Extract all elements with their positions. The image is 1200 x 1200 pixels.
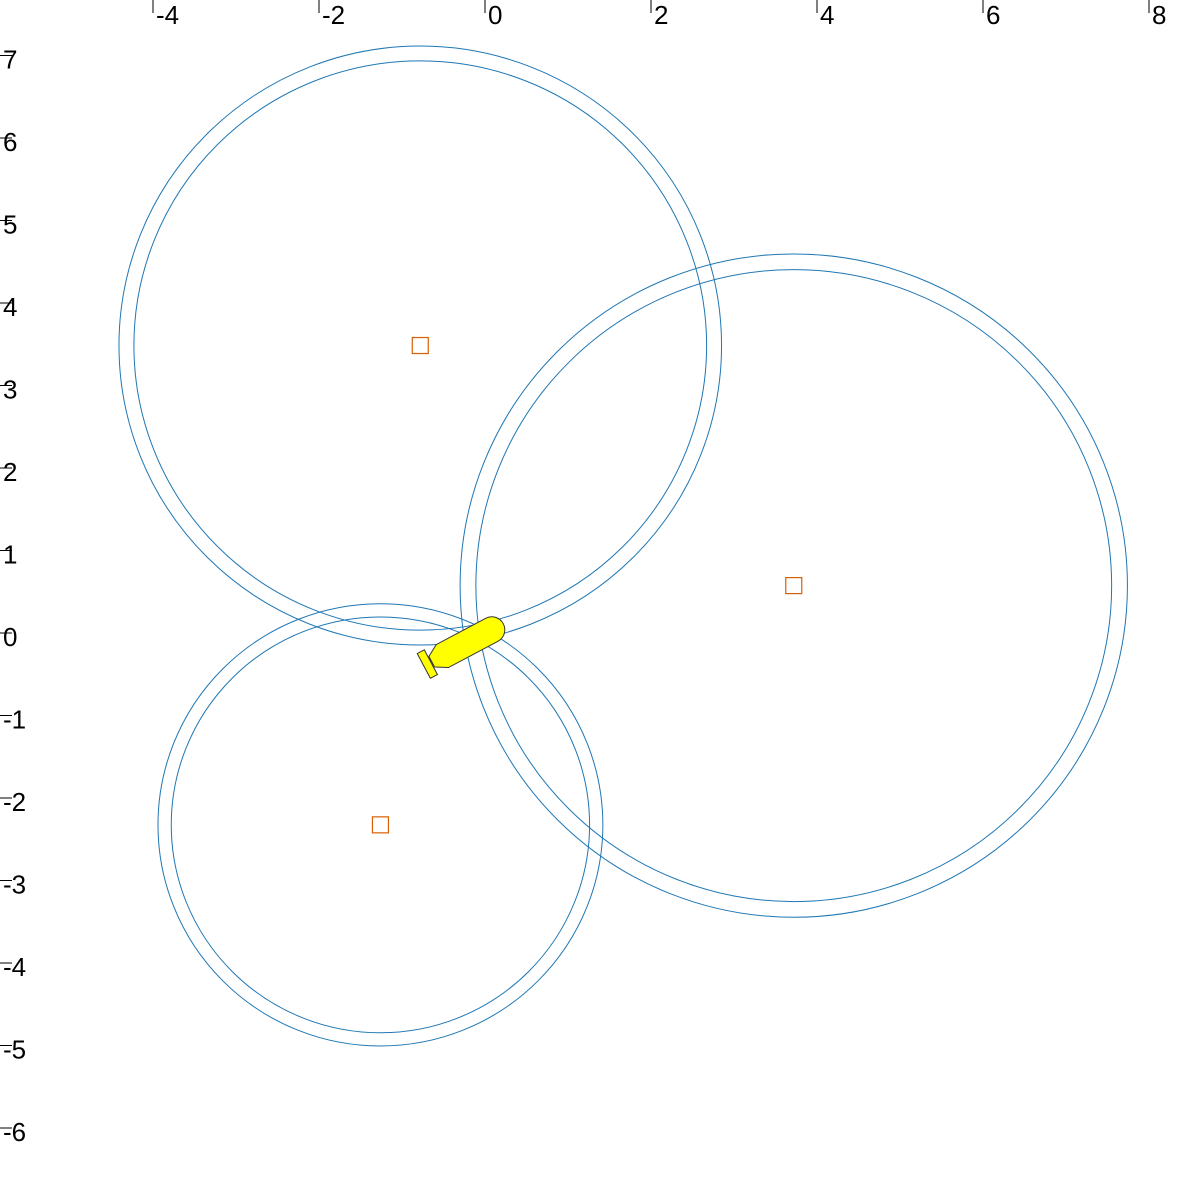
x-tick-label: 6 bbox=[986, 0, 1000, 30]
anchor-markers bbox=[371, 336, 803, 834]
x-tick-label: -4 bbox=[156, 0, 179, 30]
range-circles bbox=[118, 45, 1128, 1047]
range-circle-inner bbox=[170, 616, 591, 1034]
y-tick-label: -5 bbox=[3, 1035, 26, 1065]
range-circle-outer bbox=[118, 45, 723, 646]
x-axis: -4 -2 0 2 4 6 8 bbox=[152, 0, 1166, 30]
y-tick-label: -3 bbox=[3, 870, 26, 900]
y-tick-label: 6 bbox=[3, 127, 17, 157]
y-tick-label: 2 bbox=[3, 457, 17, 487]
x-tick-label: 2 bbox=[654, 0, 668, 30]
x-tick-label: 4 bbox=[820, 0, 834, 30]
y-tick-label: -6 bbox=[3, 1117, 26, 1147]
range-circle-outer bbox=[459, 253, 1128, 918]
range-circle-outer bbox=[157, 603, 604, 1047]
y-tick-label: 7 bbox=[3, 45, 17, 75]
anchor-marker bbox=[411, 336, 429, 355]
y-tick-label: 0 bbox=[3, 622, 17, 652]
vehicle-body-group bbox=[416, 616, 506, 679]
range-circle-inner bbox=[475, 269, 1113, 903]
range-circle-inner bbox=[133, 60, 708, 631]
y-tick-label: -4 bbox=[3, 952, 26, 982]
y-tick-label: 1 bbox=[3, 540, 17, 570]
y-tick-label: 5 bbox=[3, 210, 17, 240]
vehicle-hull bbox=[428, 616, 506, 669]
x-tick-label: 0 bbox=[488, 0, 502, 30]
y-tick-label: -2 bbox=[3, 787, 26, 817]
y-tick-label: 3 bbox=[3, 375, 17, 405]
x-tick-label: -2 bbox=[322, 0, 345, 30]
y-axis: 7 6 5 4 3 2 1 0 -1 -2 -3 -4 -5 -6 bbox=[0, 45, 26, 1147]
anchor-marker bbox=[371, 816, 390, 834]
y-tick-label: 4 bbox=[3, 292, 17, 322]
y-tick-label: -1 bbox=[3, 705, 26, 735]
x-tick-label: 8 bbox=[1152, 0, 1166, 30]
vehicle-tail-fin bbox=[416, 649, 439, 679]
vehicle-marker bbox=[416, 616, 506, 679]
anchor-marker bbox=[785, 576, 803, 595]
